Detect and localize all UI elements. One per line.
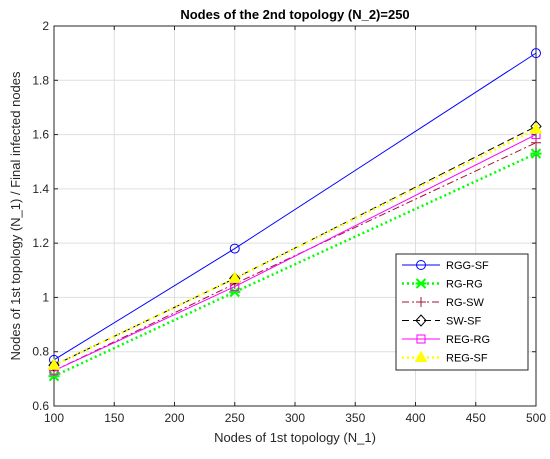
data-point <box>531 48 541 59</box>
y-axis-title: Nodes of 1st topology (N_1) / Final infe… <box>8 71 23 361</box>
x-tick-label: 150 <box>104 411 124 425</box>
y-tick-label: 1 <box>42 290 49 304</box>
data-point <box>229 286 241 298</box>
x-tick-label: 350 <box>345 411 365 425</box>
series-group <box>47 48 543 382</box>
legend-box <box>395 253 529 371</box>
series-rg-rg <box>48 148 542 382</box>
x-tick-label: 300 <box>285 411 305 425</box>
legend-item: REG-SF <box>402 350 488 365</box>
legend-item: REG-RG <box>402 334 490 346</box>
legend-marker <box>416 260 426 270</box>
y-tick-label: 0.8 <box>32 345 49 359</box>
x-tick-label: 100 <box>44 411 64 425</box>
y-tick-label: 1.8 <box>32 73 49 87</box>
data-point <box>531 137 541 148</box>
data-point <box>530 148 542 159</box>
legend-label: REG-RG <box>446 334 490 346</box>
legend-item: RGG-SF <box>402 260 489 272</box>
series-line <box>53 152 537 378</box>
data-point <box>47 358 61 370</box>
data-point <box>229 243 240 254</box>
legend-label: RG-SW <box>446 297 485 309</box>
x-tick-label: 450 <box>466 411 486 425</box>
data-point <box>228 271 242 283</box>
x-tick-label: 400 <box>405 411 425 425</box>
legend-label: RG-RG <box>446 279 483 291</box>
data-point <box>229 272 241 285</box>
legend-item: RG-RG <box>402 278 483 291</box>
legend-item: SW-SF <box>402 314 482 328</box>
legend-marker <box>416 334 426 344</box>
data-point <box>529 122 543 134</box>
legend-marker <box>415 278 427 289</box>
y-tick-label: 1.4 <box>32 182 49 196</box>
data-point <box>48 359 60 372</box>
axis-ticks: 100 150 200 250 300 350 400 450 500 0.6 0.8 1 1.2 1.4… <box>32 19 546 425</box>
legend-marker <box>416 297 426 307</box>
series-rgg-sf <box>49 48 541 365</box>
x-tick-label: 200 <box>164 411 184 425</box>
legend-label: REG-SF <box>446 353 488 365</box>
data-point <box>48 370 60 382</box>
y-tick-label: 1.2 <box>32 236 49 250</box>
chart-title: Nodes of the 2nd topology (N_2)=250 <box>180 7 409 22</box>
legend: RGG-SF RG-RG RG-SW SW-SF REG-RG REG-SF <box>395 253 529 371</box>
legend-label: RGG-SF <box>446 260 489 272</box>
x-tick-label: 250 <box>225 411 245 425</box>
series-line <box>53 52 537 361</box>
legend-marker <box>414 350 428 362</box>
x-tick-label: 500 <box>526 411 546 425</box>
legend-marker <box>415 314 427 327</box>
y-tick-label: 0.6 <box>32 399 49 413</box>
x-axis-title: Nodes of 1st topology (N_1) <box>214 430 376 445</box>
series-reg-sf <box>47 122 543 370</box>
legend-item: RG-SW <box>402 297 485 309</box>
y-tick-label: 2 <box>42 19 49 33</box>
y-tick-label: 1.6 <box>32 128 49 142</box>
series-line <box>53 134 537 372</box>
legend-label: SW-SF <box>446 316 482 328</box>
